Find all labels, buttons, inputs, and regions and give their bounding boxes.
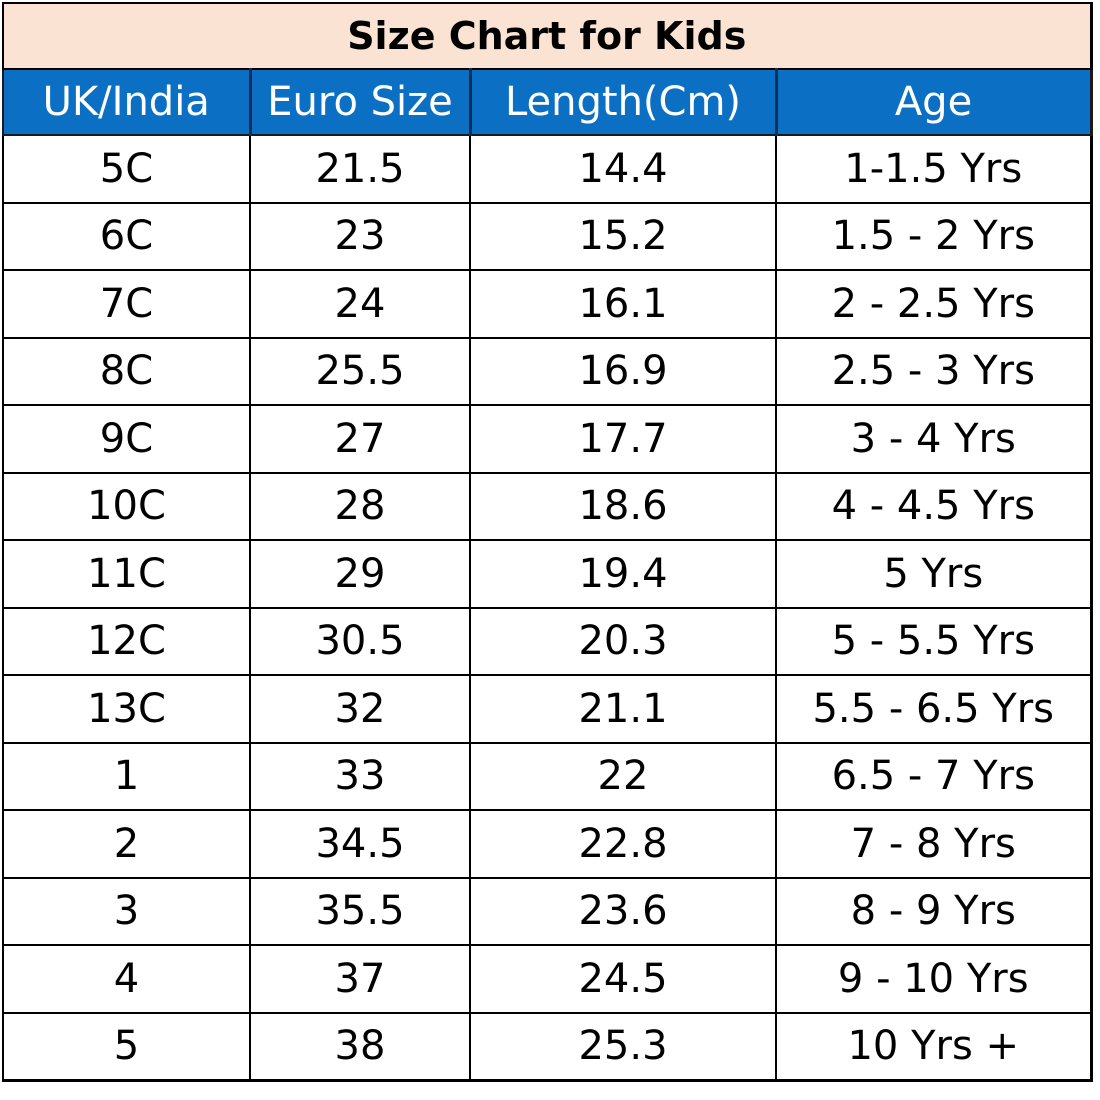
- euro-size-cell: 34.5: [249, 809, 471, 879]
- euro-size-cell: 28: [249, 471, 471, 541]
- column-header-euro-size: Euro Size: [248, 68, 471, 136]
- uk-india-cell: 11C: [2, 539, 251, 609]
- age-cell: 5 Yrs: [774, 539, 1093, 609]
- euro-size-cell: 21.5: [249, 134, 471, 204]
- uk-india-cell: 3: [2, 876, 251, 946]
- uk-india-cell: 6C: [2, 201, 251, 271]
- table-body: 5C 21.5 14.4 1-1.5 Yrs 6C 23 15.2 1.5 - 2 Yrs 7C…: [2, 134, 1093, 1082]
- table-row: 9C 27 17.7 3 - 4 Yrs: [2, 404, 1093, 474]
- age-cell: 10 Yrs +: [774, 1011, 1093, 1082]
- uk-india-cell: 9C: [2, 404, 251, 474]
- table-row: 4 37 24.5 9 - 10 Yrs: [2, 944, 1093, 1014]
- age-cell: 7 - 8 Yrs: [774, 809, 1093, 879]
- length-cell: 25.3: [469, 1011, 777, 1082]
- age-cell: 9 - 10 Yrs: [774, 944, 1093, 1014]
- length-cell: 15.2: [469, 201, 777, 271]
- euro-size-cell: 33: [249, 741, 471, 811]
- uk-india-cell: 8C: [2, 336, 251, 406]
- size-chart-table: Size Chart for Kids UK/India Euro Size L…: [1, 2, 1093, 1082]
- age-cell: 6.5 - 7 Yrs: [774, 741, 1093, 811]
- uk-india-cell: 5C: [2, 134, 251, 204]
- uk-india-cell: 13C: [2, 674, 251, 744]
- euro-size-cell: 25.5: [249, 336, 471, 406]
- table-row: 13C 32 21.1 5.5 - 6.5 Yrs: [2, 674, 1093, 744]
- euro-size-cell: 38: [249, 1011, 471, 1082]
- uk-india-cell: 7C: [2, 269, 251, 339]
- table-row: 12C 30.5 20.3 5 - 5.5 Yrs: [2, 606, 1093, 676]
- uk-india-cell: 12C: [2, 606, 251, 676]
- age-cell: 2 - 2.5 Yrs: [774, 269, 1093, 339]
- uk-india-cell: 5: [2, 1011, 251, 1082]
- table-row: 2 34.5 22.8 7 - 8 Yrs: [2, 809, 1093, 879]
- uk-india-cell: 2: [2, 809, 251, 879]
- euro-size-cell: 30.5: [249, 606, 471, 676]
- length-cell: 17.7: [469, 404, 777, 474]
- uk-india-cell: 4: [2, 944, 251, 1014]
- length-cell: 20.3: [469, 606, 777, 676]
- age-cell: 5.5 - 6.5 Yrs: [774, 674, 1093, 744]
- length-cell: 22: [469, 741, 777, 811]
- length-cell: 21.1: [469, 674, 777, 744]
- table-row: 5C 21.5 14.4 1-1.5 Yrs: [2, 134, 1093, 204]
- table-row: 3 35.5 23.6 8 - 9 Yrs: [2, 876, 1093, 946]
- length-cell: 24.5: [469, 944, 777, 1014]
- age-cell: 2.5 - 3 Yrs: [774, 336, 1093, 406]
- uk-india-cell: 10C: [2, 471, 251, 541]
- title-row: Size Chart for Kids: [1, 2, 1093, 70]
- table-row: 6C 23 15.2 1.5 - 2 Yrs: [2, 201, 1093, 271]
- length-cell: 16.1: [469, 269, 777, 339]
- table-row: 5 38 25.3 10 Yrs +: [2, 1011, 1093, 1082]
- table-title: Size Chart for Kids: [1, 2, 1093, 70]
- length-cell: 22.8: [469, 809, 777, 879]
- table-row: 1 33 22 6.5 - 7 Yrs: [2, 741, 1093, 811]
- table-row: 10C 28 18.6 4 - 4.5 Yrs: [2, 471, 1093, 541]
- age-cell: 4 - 4.5 Yrs: [774, 471, 1093, 541]
- euro-size-cell: 35.5: [249, 876, 471, 946]
- length-cell: 18.6: [469, 471, 777, 541]
- column-header-length: Length(Cm): [468, 68, 777, 136]
- table-row: 7C 24 16.1 2 - 2.5 Yrs: [2, 269, 1093, 339]
- euro-size-cell: 37: [249, 944, 471, 1014]
- uk-india-cell: 1: [2, 741, 251, 811]
- age-cell: 5 - 5.5 Yrs: [774, 606, 1093, 676]
- euro-size-cell: 27: [249, 404, 471, 474]
- column-header-age: Age: [774, 68, 1093, 136]
- euro-size-cell: 24: [249, 269, 471, 339]
- length-cell: 14.4: [469, 134, 777, 204]
- euro-size-cell: 23: [249, 201, 471, 271]
- age-cell: 1-1.5 Yrs: [774, 134, 1093, 204]
- euro-size-cell: 32: [249, 674, 471, 744]
- age-cell: 3 - 4 Yrs: [774, 404, 1093, 474]
- header-row: UK/India Euro Size Length(Cm) Age: [2, 68, 1093, 136]
- length-cell: 23.6: [469, 876, 777, 946]
- column-header-uk-india: UK/India: [2, 68, 251, 136]
- table-row: 11C 29 19.4 5 Yrs: [2, 539, 1093, 609]
- table-row: 8C 25.5 16.9 2.5 - 3 Yrs: [2, 336, 1093, 406]
- euro-size-cell: 29: [249, 539, 471, 609]
- age-cell: 8 - 9 Yrs: [774, 876, 1093, 946]
- length-cell: 19.4: [469, 539, 777, 609]
- age-cell: 1.5 - 2 Yrs: [774, 201, 1093, 271]
- length-cell: 16.9: [469, 336, 777, 406]
